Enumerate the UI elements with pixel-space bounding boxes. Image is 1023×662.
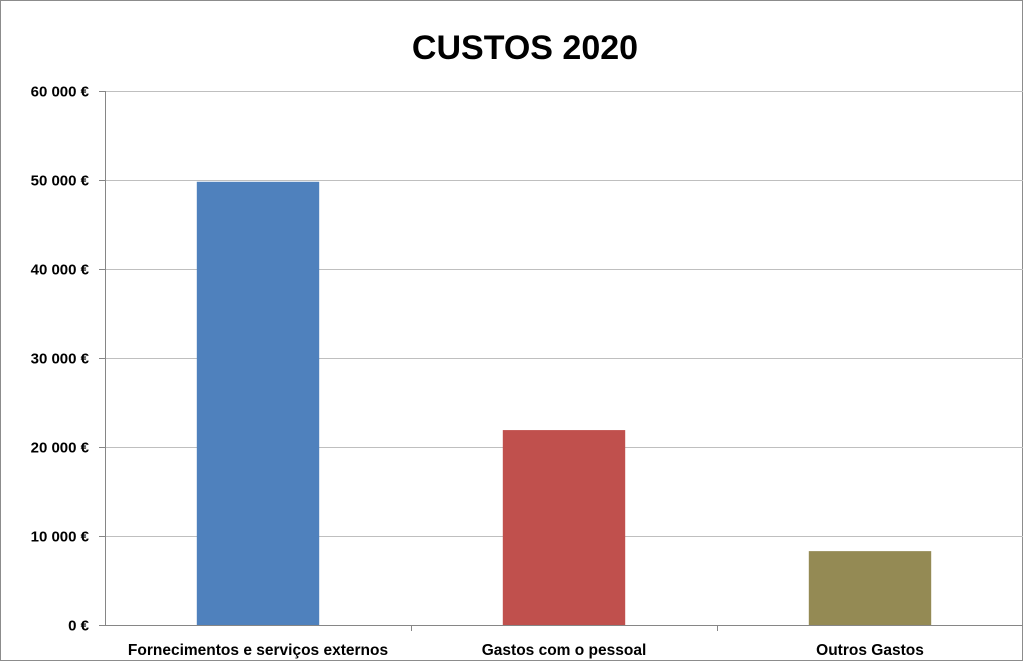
y-tick-label: 20 000 € xyxy=(31,440,90,457)
bar xyxy=(196,181,320,625)
bar xyxy=(502,430,626,625)
axes xyxy=(99,91,1023,631)
chart-title: CUSTOS 2020 xyxy=(412,29,638,67)
y-tick-label: 40 000 € xyxy=(31,262,90,279)
y-tick-label: 60 000 € xyxy=(31,84,90,101)
bar xyxy=(808,551,932,625)
y-tick-label: 50 000 € xyxy=(31,173,90,190)
y-axis-tick-labels: 0 € 10 000 € 20 000 € 30 000 € 40 000 € 50 00… xyxy=(31,84,90,635)
x-category-label: Outros Gastos xyxy=(816,642,924,659)
x-category-label: Fornecimentos e serviços externos xyxy=(128,642,388,659)
bars xyxy=(196,181,932,625)
y-tick-label: 0 € xyxy=(68,618,90,635)
x-category-label: Gastos com o pessoal xyxy=(482,642,647,659)
y-tick-label: 30 000 € xyxy=(31,351,90,368)
y-tick-label: 10 000 € xyxy=(31,529,90,546)
x-axis-category-labels: Fornecimentos e serviços externos Gastos … xyxy=(128,642,924,659)
